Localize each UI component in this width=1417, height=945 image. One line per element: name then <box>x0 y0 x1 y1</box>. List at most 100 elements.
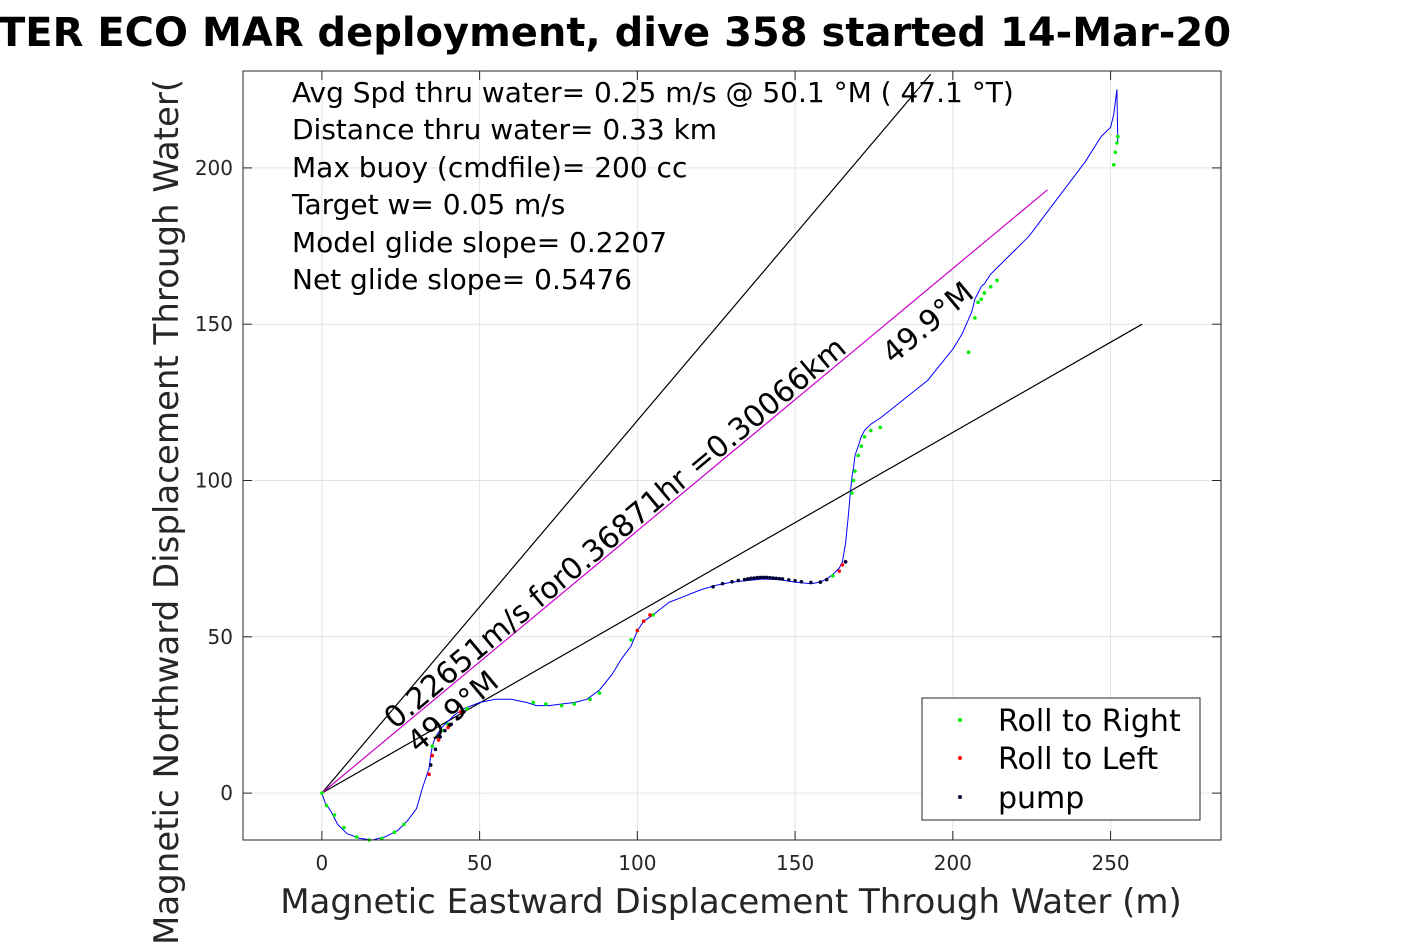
marker-roll-to-right <box>324 803 329 808</box>
marker-roll-to-right <box>988 284 993 289</box>
legend-marker-roll-right <box>958 718 962 722</box>
marker-roll-to-right <box>851 478 856 483</box>
marker-roll-to-left <box>840 563 845 567</box>
reference-lines <box>321 73 1143 794</box>
marker-roll-to-left <box>635 628 640 633</box>
marker-roll-to-right <box>878 425 883 430</box>
marker-roll-to-right <box>856 453 860 458</box>
marker-pump <box>736 578 741 583</box>
marker-roll-to-right <box>588 697 592 702</box>
info-text: Avg Spd thru water= 0.25 m/s @ 50.1 °M (… <box>291 76 1014 296</box>
y-tick-label: 0 <box>220 781 233 805</box>
marker-roll-to-right <box>979 297 984 301</box>
marker-roll-to-left <box>436 738 441 742</box>
marker-pump <box>764 575 769 580</box>
info-line: Model glide slope= 0.2207 <box>292 226 667 259</box>
marker-pump <box>777 576 782 581</box>
y-tick-label: 200 <box>195 156 233 180</box>
marker-pump <box>774 576 778 581</box>
marker-roll-to-right <box>869 428 873 433</box>
marker-roll-to-right <box>435 735 439 739</box>
x-tick-label: 100 <box>618 851 656 875</box>
marker-pump <box>771 576 775 580</box>
x-tick-label: 0 <box>316 851 329 875</box>
marker-pump <box>843 559 848 564</box>
marker-pump <box>455 716 460 720</box>
marker-roll-to-left <box>641 619 646 623</box>
marker-pump <box>752 576 756 580</box>
reference-line <box>321 73 932 794</box>
marker-pump <box>720 581 725 586</box>
legend-marker-pump <box>958 795 962 799</box>
marker-roll-to-right <box>862 434 867 439</box>
marker-roll-to-left <box>837 569 842 573</box>
chart-title: TER ECO MAR deployment, dive 358 started… <box>0 10 1231 56</box>
x-tick-label: 200 <box>934 851 972 875</box>
marker-pump <box>443 728 447 733</box>
marker-roll-to-right <box>342 825 346 830</box>
reference-line <box>321 323 1143 794</box>
marker-roll-to-right <box>629 638 633 642</box>
marker-roll-to-right <box>995 278 999 283</box>
marker-roll-to-right <box>439 728 444 733</box>
marker-pump <box>755 575 760 580</box>
grid <box>243 71 1221 840</box>
marker-pump <box>758 575 763 580</box>
marker-roll-to-right <box>559 703 564 708</box>
marker-roll-to-left <box>648 613 652 617</box>
marker-pump <box>462 710 466 714</box>
speed-annotation: 0.22651m/s for0.36871hr =0.30066km <box>378 330 853 736</box>
marker-roll-to-right <box>859 444 864 448</box>
marker-roll-to-right <box>850 491 854 495</box>
marker-roll-to-right <box>380 836 384 841</box>
x-axis-label: Magnetic Eastward Displacement Through W… <box>280 882 1182 922</box>
marker-pump <box>745 577 750 581</box>
marker-roll-to-right <box>392 830 397 834</box>
legend-label-pump: pump <box>998 781 1084 816</box>
legend-marker-roll-left <box>958 756 962 760</box>
marker-roll-to-right <box>446 722 450 727</box>
legend-label-roll-left: Roll to Left <box>998 742 1158 777</box>
marker-roll-to-right <box>853 469 857 473</box>
y-tick-label: 50 <box>208 625 233 649</box>
marker-roll-to-right <box>976 300 980 305</box>
x-tick-label: 250 <box>1091 851 1129 875</box>
marker-pump <box>799 579 804 584</box>
marker-roll-to-right <box>597 691 602 695</box>
marker-roll-to-right <box>354 835 359 839</box>
marker-roll-to-right <box>831 574 835 578</box>
info-line: Avg Spd thru water= 0.25 m/s @ 50.1 °M (… <box>292 76 1014 109</box>
marker-roll-to-right <box>402 822 406 827</box>
marker-roll-to-left <box>446 725 450 730</box>
marker-pump <box>730 579 734 584</box>
marker-roll-to-right <box>973 316 977 320</box>
marker-roll-to-right <box>531 700 536 705</box>
marker-pump <box>818 580 823 584</box>
marker-pump <box>742 577 747 582</box>
marker-roll-to-right <box>1113 150 1118 155</box>
marker-roll-to-right <box>430 744 435 749</box>
marker-roll-to-right <box>651 613 655 617</box>
marker-roll-to-right <box>572 702 577 706</box>
marker-pump <box>449 722 454 727</box>
legend: Roll to Right Roll to Left pump <box>921 697 1201 821</box>
marker-pump <box>780 577 785 581</box>
marker-roll-to-right <box>320 791 324 795</box>
marker-roll-to-left <box>458 710 463 714</box>
marker-pump <box>438 735 442 739</box>
y-axis-label: Magnetic Northward Displacement Through … <box>147 79 187 945</box>
marker-roll-to-right <box>332 813 337 817</box>
marker-roll-to-right <box>1115 141 1119 145</box>
marker-roll-to-left <box>427 772 431 777</box>
plot-frame <box>242 70 1222 841</box>
marker-pump <box>768 575 772 580</box>
markers <box>320 134 1120 842</box>
marker-pump <box>749 576 753 581</box>
marker-pump <box>809 580 813 585</box>
marker-roll-to-right <box>1111 162 1116 167</box>
marker-roll-to-right <box>966 350 971 355</box>
marker-pump <box>761 575 766 580</box>
legend-label-roll-right: Roll to Right <box>998 704 1181 739</box>
info-line: Max buoy (cmdfile)= 200 cc <box>292 151 687 184</box>
